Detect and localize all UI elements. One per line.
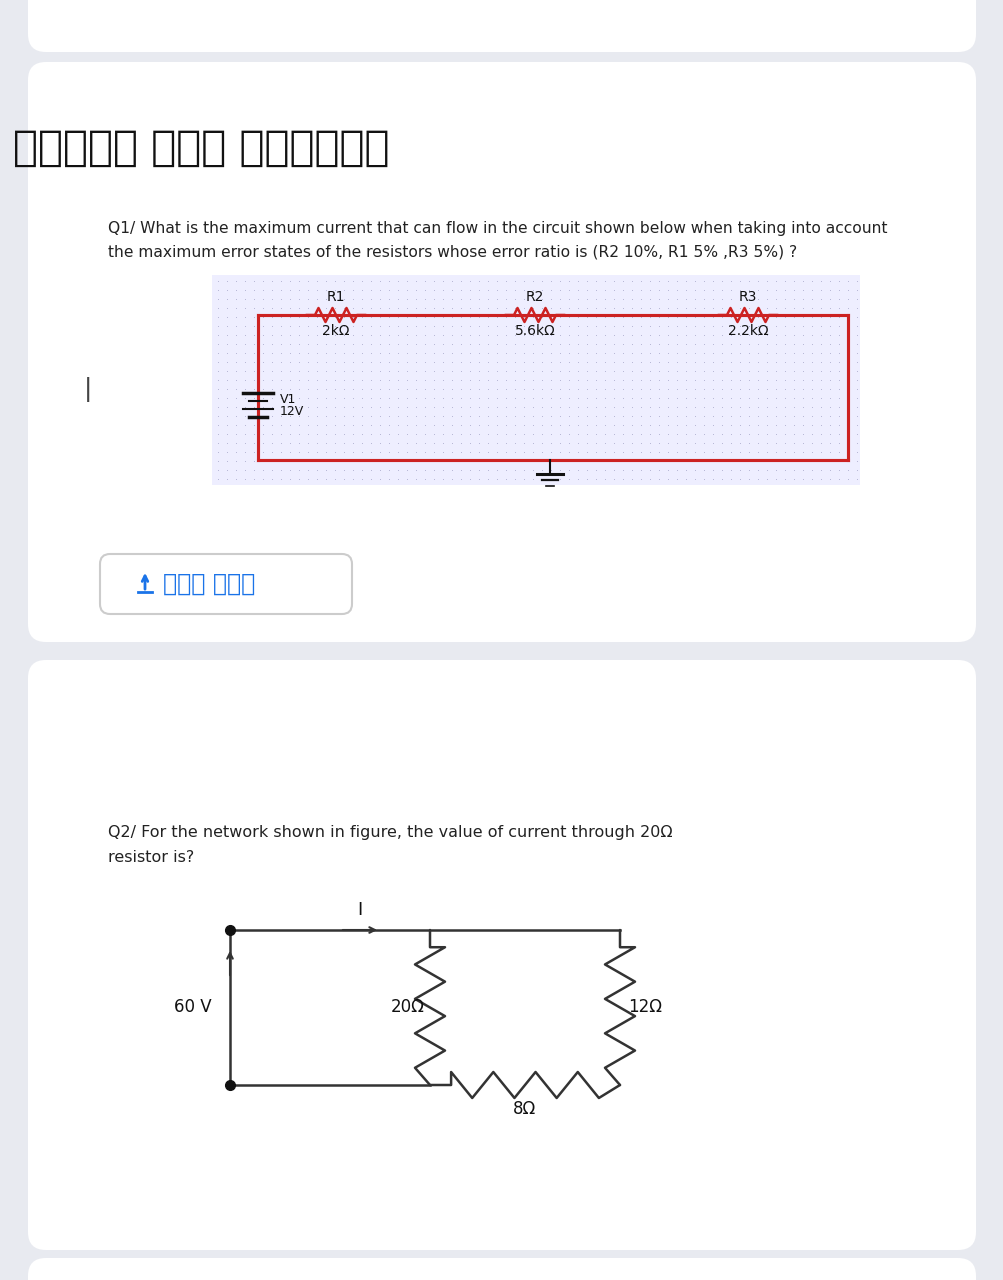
Text: R2: R2 — [526, 291, 544, 303]
Text: the maximum error states of the resistors whose error ratio is (R2 10%, R1 5% ,R: the maximum error states of the resistor… — [108, 244, 796, 260]
Text: 60 V: 60 V — [175, 998, 212, 1016]
Text: V1: V1 — [280, 393, 296, 406]
Text: أسئلة غير معنونة: أسئلة غير معنونة — [13, 127, 389, 169]
FancyBboxPatch shape — [28, 660, 975, 1251]
FancyBboxPatch shape — [28, 61, 975, 643]
FancyBboxPatch shape — [28, 1258, 975, 1280]
Bar — [212, 275, 860, 485]
Text: R3: R3 — [738, 291, 756, 303]
Text: 12Ω: 12Ω — [627, 998, 661, 1016]
Text: R1: R1 — [326, 291, 345, 303]
Text: اضف ملف: اضف ملف — [162, 572, 255, 595]
Text: |: | — [83, 378, 92, 402]
Bar — [258, 315, 848, 460]
Text: 8Ω: 8Ω — [513, 1100, 536, 1117]
Text: Q2/ For the network shown in figure, the value of current through 20Ω: Q2/ For the network shown in figure, the… — [108, 826, 672, 841]
FancyBboxPatch shape — [28, 0, 975, 52]
Text: 2.2kΩ: 2.2kΩ — [727, 324, 767, 338]
Text: 2kΩ: 2kΩ — [322, 324, 349, 338]
Text: I: I — [357, 901, 362, 919]
Text: resistor is?: resistor is? — [108, 850, 194, 865]
Text: 12V: 12V — [280, 406, 304, 419]
Text: Q1/ What is the maximum current that can flow in the circuit shown below when ta: Q1/ What is the maximum current that can… — [108, 220, 887, 236]
Text: 5.6kΩ: 5.6kΩ — [515, 324, 555, 338]
FancyBboxPatch shape — [100, 554, 352, 614]
Text: 20Ω: 20Ω — [391, 998, 424, 1016]
